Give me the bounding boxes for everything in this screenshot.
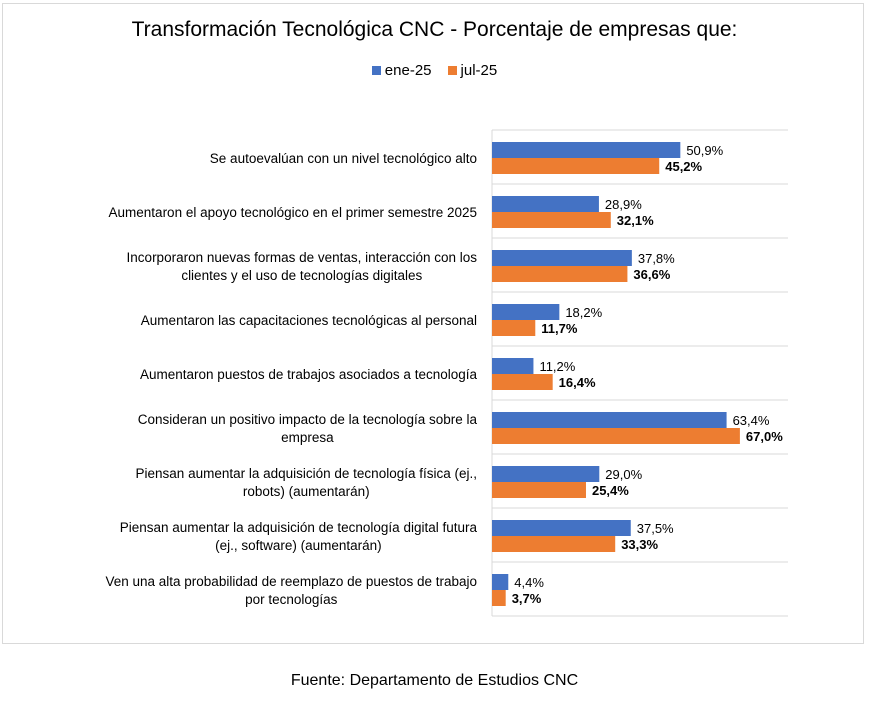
legend-label-ene-25: ene-25 [384, 62, 432, 79]
category-label-line: empresa [281, 430, 334, 445]
bar-ene-25-4 [492, 358, 534, 374]
bar-jul-25-0 [492, 158, 660, 174]
category-label-line: Aumentaron el apoyo tecnológico en el pr… [109, 205, 477, 220]
data-label-ene-25: 28,9% [605, 197, 642, 212]
source-footer: Fuente: Departamento de Estudios CNC [290, 672, 579, 689]
bar-ene-25-0 [492, 142, 681, 158]
category-label-line: robots) (aumentarán) [243, 484, 370, 499]
category-label-line: Aumentaron las capacitaciones tecnológic… [141, 313, 477, 328]
category-label: Se autoevalúan con un nivel tecnológico … [210, 151, 477, 166]
category-label: Incorporaron nuevas formas de ventas, in… [127, 250, 478, 283]
data-label-ene-25: 37,5% [637, 521, 674, 536]
bar-ene-25-2 [492, 250, 632, 266]
data-label-jul-25: 67,0% [746, 429, 783, 444]
category-label: Consideran un positivo impacto de la tec… [138, 412, 478, 445]
bar-ene-25-8 [492, 574, 509, 590]
data-label-jul-25: 33,3% [621, 537, 658, 552]
category-label-line: Aumentaron puestos de trabajos asociados… [140, 367, 477, 382]
data-label-ene-25: 11,2% [539, 359, 575, 374]
category-label: Piensan aumentar la adquisición de tecno… [136, 466, 477, 499]
bar-ene-25-5 [492, 412, 727, 428]
data-label-jul-25: 16,4% [559, 375, 596, 390]
category-label: Piensan aumentar la adquisición de tecno… [120, 520, 478, 553]
chart-title: Transformación Tecnológica CNC - Porcent… [131, 18, 738, 41]
bar-ene-25-3 [492, 304, 560, 320]
legend-item-jul-25: jul-25 [447, 62, 498, 79]
category-label-line: por tecnologías [245, 592, 338, 607]
data-label-ene-25: 63,4% [733, 413, 770, 428]
bar-jul-25-1 [492, 212, 611, 228]
data-label-jul-25: 3,7% [512, 591, 542, 606]
bar-jul-25-3 [492, 320, 536, 336]
category-label-line: Incorporaron nuevas formas de ventas, in… [127, 250, 478, 265]
data-label-ene-25: 29,0% [605, 467, 642, 482]
bar-jul-25-6 [492, 482, 586, 498]
bar-jul-25-2 [492, 266, 628, 282]
category-label: Ven una alta probabilidad de reemplazo d… [105, 574, 477, 607]
data-label-jul-25: 11,7% [541, 321, 578, 336]
bar-jul-25-8 [492, 590, 506, 606]
category-label-line: Se autoevalúan con un nivel tecnológico … [210, 151, 477, 166]
legend-swatch-ene-25 [371, 66, 381, 75]
legend-swatch-jul-25 [447, 66, 457, 75]
category-label: Aumentaron las capacitaciones tecnológic… [141, 313, 477, 328]
data-label-ene-25: 4,4% [514, 575, 544, 590]
category-label-line: (ej., software) (aumentarán) [215, 538, 382, 553]
data-label-ene-25: 50,9% [686, 143, 723, 158]
bar-ene-25-1 [492, 196, 599, 212]
bar-jul-25-7 [492, 536, 616, 552]
legend-label-jul-25: jul-25 [460, 62, 498, 79]
legend-item-ene-25: ene-25 [371, 62, 432, 79]
data-label-jul-25: 45,2% [665, 159, 702, 174]
bar-jul-25-4 [492, 374, 553, 390]
data-label-ene-25: 37,8% [638, 251, 675, 266]
bar-jul-25-5 [492, 428, 740, 444]
category-label-line: Ven una alta probabilidad de reemplazo d… [105, 574, 477, 589]
chart-legend: ene-25 jul-25 [0, 62, 869, 79]
category-label: Aumentaron el apoyo tecnológico en el pr… [109, 205, 477, 220]
chart-frame [2, 3, 864, 644]
data-label-jul-25: 32,1% [617, 213, 654, 228]
bar-ene-25-6 [492, 466, 600, 482]
data-label-jul-25: 36,6% [633, 267, 670, 282]
data-label-jul-25: 25,4% [592, 483, 629, 498]
category-label-line: Piensan aumentar la adquisición de tecno… [136, 466, 477, 481]
category-label-line: clientes y el uso de tecnologías digital… [181, 268, 422, 283]
category-label: Aumentaron puestos de trabajos asociados… [140, 367, 477, 382]
category-label-line: Piensan aumentar la adquisición de tecno… [120, 520, 478, 535]
bar-ene-25-7 [492, 520, 631, 536]
category-label-line: Consideran un positivo impacto de la tec… [138, 412, 478, 427]
data-label-ene-25: 18,2% [565, 305, 602, 320]
